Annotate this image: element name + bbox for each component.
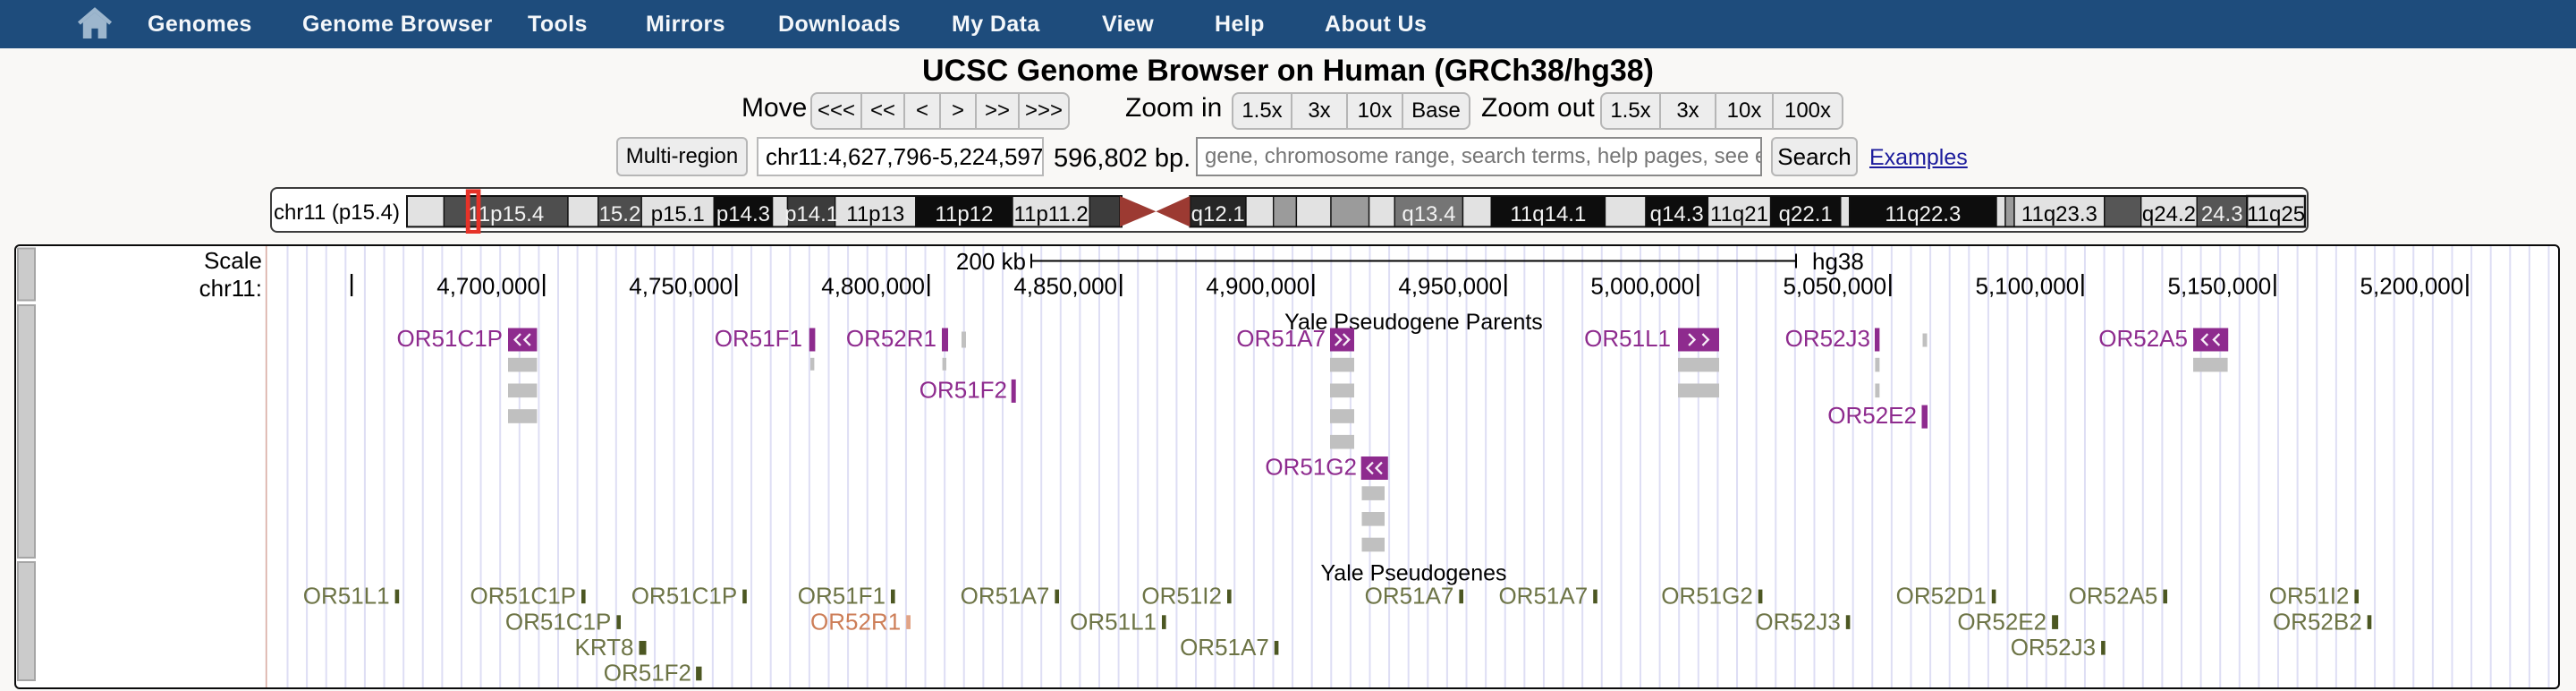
svg-text:OR51F1: OR51F1 — [715, 325, 802, 352]
svg-text:11q21: 11q21 — [1710, 202, 1768, 226]
svg-text:Yale Pseudogenes: Yale Pseudogenes — [1320, 560, 1506, 585]
svg-text:hg38: hg38 — [1812, 248, 1864, 275]
svg-text:OR52E2: OR52E2 — [1827, 402, 1917, 429]
svg-text:11p11.2: 11p11.2 — [1014, 202, 1089, 226]
svg-text:q22.1: q22.1 — [1779, 202, 1833, 226]
svg-text:5,150,000: 5,150,000 — [2168, 273, 2272, 300]
svg-text:p14.1: p14.1 — [784, 202, 838, 226]
svg-text:4,850,000: 4,850,000 — [1013, 273, 1117, 300]
svg-text:4,800,000: 4,800,000 — [821, 273, 925, 300]
svg-text:p14.3: p14.3 — [716, 202, 770, 226]
svg-text:OR51I2: OR51I2 — [1141, 583, 1222, 610]
svg-text:q12.1: q12.1 — [1191, 202, 1245, 226]
svg-text:OR52D1: OR52D1 — [1896, 583, 1987, 610]
svg-text:5,100,000: 5,100,000 — [1975, 273, 2079, 300]
svg-text:OR51L1: OR51L1 — [1070, 608, 1157, 635]
svg-text:OR52J3: OR52J3 — [2011, 634, 2096, 661]
svg-text:11q25: 11q25 — [2247, 202, 2305, 226]
svg-text:OR51C1P: OR51C1P — [397, 325, 504, 352]
svg-text:5,000,000: 5,000,000 — [1590, 273, 1694, 300]
svg-text:5,200,000: 5,200,000 — [2360, 273, 2464, 300]
svg-text:11q22.3: 11q22.3 — [1885, 202, 1961, 226]
svg-text:11p12: 11p12 — [935, 202, 993, 226]
svg-text:q14.3: q14.3 — [1650, 202, 1704, 226]
svg-text:chr11:: chr11: — [199, 275, 262, 302]
svg-text:OR51F2: OR51F2 — [604, 660, 691, 687]
svg-text:OR52A5: OR52A5 — [2069, 583, 2158, 610]
svg-text:OR51A7: OR51A7 — [961, 583, 1050, 610]
svg-text:24.3: 24.3 — [2201, 202, 2243, 226]
svg-text:4,900,000: 4,900,000 — [1206, 273, 1309, 300]
svg-text:OR52R1: OR52R1 — [846, 325, 936, 352]
svg-text:OR52R1: OR52R1 — [810, 608, 901, 635]
svg-text:5,050,000: 5,050,000 — [1783, 273, 1886, 300]
svg-text:15.2: 15.2 — [599, 202, 641, 226]
svg-text:OR51F2: OR51F2 — [919, 377, 1007, 404]
svg-text:OR52A5: OR52A5 — [2098, 325, 2188, 352]
svg-text:OR51A7: OR51A7 — [1236, 325, 1326, 352]
svg-text:p15.1: p15.1 — [651, 202, 705, 226]
svg-text:OR51A7: OR51A7 — [1365, 583, 1454, 610]
svg-text:q24.2: q24.2 — [2142, 202, 2196, 226]
svg-text:OR51C1P: OR51C1P — [631, 583, 738, 610]
svg-text:200 kb: 200 kb — [956, 248, 1026, 275]
svg-text:OR51A7: OR51A7 — [1180, 634, 1269, 661]
svg-text:OR52B2: OR52B2 — [2273, 608, 2362, 635]
svg-text:Scale: Scale — [204, 247, 262, 274]
svg-text:11p13: 11p13 — [846, 202, 904, 226]
svg-text:Yale Pseudogene Parents: Yale Pseudogene Parents — [1284, 310, 1543, 335]
svg-text:OR52E2: OR52E2 — [1957, 608, 2046, 635]
svg-text:OR51A7: OR51A7 — [1498, 583, 1588, 610]
svg-text:KRT8: KRT8 — [575, 634, 634, 661]
svg-text:4,700,000: 4,700,000 — [436, 273, 540, 300]
svg-text:chr11 (p15.4): chr11 (p15.4) — [274, 200, 400, 225]
svg-text:OR51G2: OR51G2 — [1265, 454, 1357, 481]
svg-text:OR51L1: OR51L1 — [303, 583, 390, 610]
svg-text:OR52J3: OR52J3 — [1755, 608, 1840, 635]
svg-text:OR51L1: OR51L1 — [1584, 325, 1671, 352]
svg-text:11q23.3: 11q23.3 — [2021, 202, 2097, 226]
svg-text:OR51C1P: OR51C1P — [470, 583, 577, 610]
svg-text:OR51G2: OR51G2 — [1661, 583, 1753, 610]
svg-text:11q14.1: 11q14.1 — [1510, 202, 1586, 226]
svg-text:4,750,000: 4,750,000 — [629, 273, 733, 300]
svg-text:q13.4: q13.4 — [1402, 202, 1455, 226]
svg-text:OR51F1: OR51F1 — [798, 583, 886, 610]
svg-text:OR52J3: OR52J3 — [1785, 325, 1870, 352]
svg-text:OR51I2: OR51I2 — [2269, 583, 2350, 610]
svg-text:4,950,000: 4,950,000 — [1398, 273, 1502, 300]
svg-text:OR51C1P: OR51C1P — [505, 608, 612, 635]
